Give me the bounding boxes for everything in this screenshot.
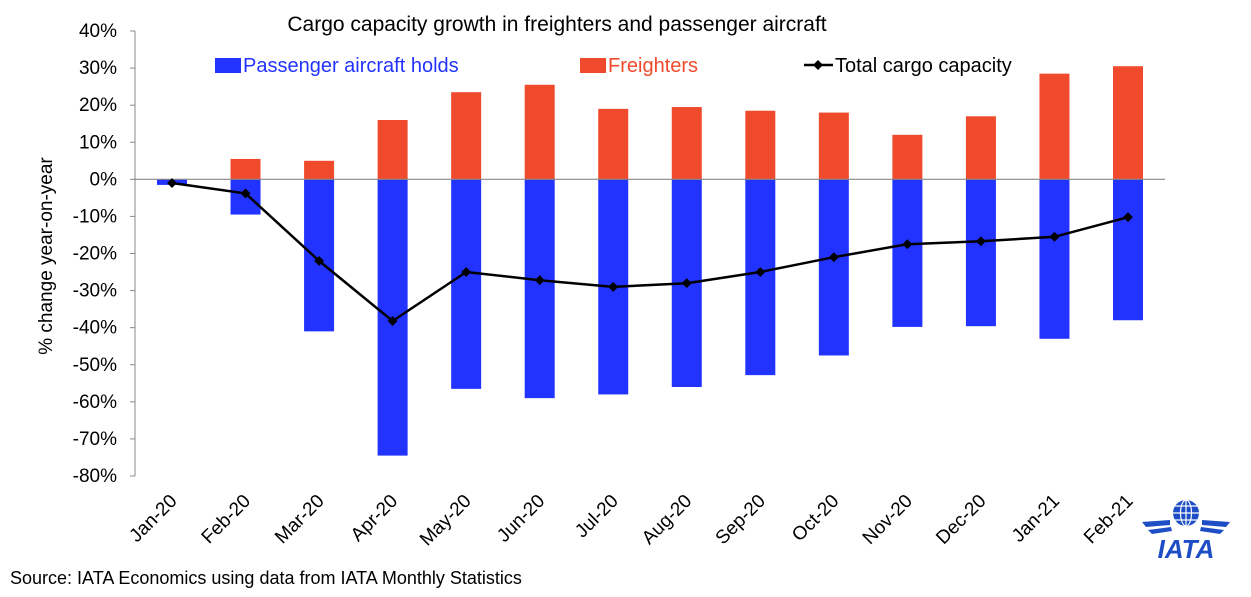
bar-passenger-holds bbox=[745, 179, 776, 376]
y-tick-label: 10% bbox=[79, 132, 117, 153]
bar-freighters bbox=[377, 120, 408, 180]
bar-freighters bbox=[230, 158, 261, 180]
bar-passenger-holds bbox=[818, 179, 849, 356]
bar-passenger-holds bbox=[1113, 179, 1143, 321]
total-cargo-line bbox=[167, 178, 1133, 326]
bar-freighters bbox=[598, 108, 629, 180]
x-tick-label: Nov-20 bbox=[859, 491, 917, 549]
bar-passenger-holds bbox=[1039, 179, 1070, 339]
legend-label-freighters: Freighters bbox=[608, 55, 698, 77]
y-tick-label: -20% bbox=[73, 244, 117, 265]
bar-passenger-holds bbox=[451, 179, 482, 389]
bar-freighters bbox=[818, 112, 849, 180]
x-tick-label: Oct-20 bbox=[788, 491, 843, 546]
total-cargo-point bbox=[387, 316, 398, 326]
x-tick-label: Mar-20 bbox=[271, 491, 328, 548]
x-tick-label: Jan-20 bbox=[126, 491, 182, 547]
x-tick-label: Jul-20 bbox=[571, 491, 622, 542]
bar-freighters bbox=[1039, 73, 1070, 180]
legend-marker-total bbox=[813, 60, 823, 70]
iata-logo-text: IATA bbox=[1158, 534, 1215, 562]
x-tick-label: Feb-20 bbox=[198, 491, 255, 548]
y-tick-label: -60% bbox=[73, 392, 117, 413]
iata-globe-wings-icon: IATA bbox=[1142, 499, 1230, 562]
y-tick-label: -50% bbox=[73, 355, 117, 376]
x-tick-label: Jan-21 bbox=[1008, 491, 1064, 547]
y-tick-label: 40% bbox=[79, 21, 117, 42]
bar-freighters bbox=[671, 107, 702, 180]
total-cargo-point bbox=[975, 236, 986, 247]
legend-label-passenger: Passenger aircraft holds bbox=[243, 55, 459, 77]
y-tick-label: 20% bbox=[79, 95, 117, 116]
y-tick-label: -70% bbox=[73, 429, 117, 450]
chart-title: Cargo capacity growth in freighters and … bbox=[287, 13, 826, 36]
legend-label-total: Total cargo capacity bbox=[835, 55, 1012, 77]
y-tick-label: -10% bbox=[73, 206, 117, 227]
bar-freighters bbox=[524, 84, 555, 180]
bar-freighters bbox=[745, 110, 776, 180]
x-tick-label: Sep-20 bbox=[712, 491, 770, 549]
source-note: Source: IATA Economics using data from I… bbox=[10, 568, 522, 588]
legend-swatch-freighters bbox=[580, 58, 606, 73]
x-tick-label: Apr-20 bbox=[347, 491, 402, 546]
y-tick-label: 0% bbox=[90, 169, 118, 190]
bar-passenger-holds bbox=[965, 179, 996, 327]
total-cargo-polyline bbox=[171, 181, 1129, 323]
bar-freighters bbox=[892, 134, 923, 180]
total-cargo-point bbox=[167, 178, 177, 188]
bar-freighters bbox=[1113, 66, 1143, 180]
total-cargo-point bbox=[608, 281, 619, 292]
y-tick-label: -40% bbox=[73, 318, 117, 339]
bar-passenger-holds bbox=[892, 179, 923, 327]
x-tick-label: Dec-20 bbox=[932, 491, 990, 549]
total-cargo-point bbox=[534, 275, 545, 286]
bar-passenger-holds bbox=[304, 179, 335, 332]
legend: Passenger aircraft holds Freighters Tota… bbox=[215, 55, 1012, 77]
y-tick-label: 30% bbox=[79, 58, 117, 79]
y-tick-label: -80% bbox=[73, 466, 117, 487]
total-cargo-point bbox=[1049, 231, 1060, 242]
y-axis: 40% 30% 20% 10% 0% -10% -20% -30% -40% -50% -60% -7… bbox=[73, 21, 136, 487]
bar-freighters bbox=[304, 160, 335, 180]
total-cargo-point bbox=[240, 188, 251, 199]
y-axis-label: % change year-on-year bbox=[36, 157, 57, 355]
total-cargo-point bbox=[1123, 212, 1133, 223]
y-tick-label: -30% bbox=[73, 281, 117, 302]
bars bbox=[157, 66, 1143, 456]
legend-swatch-passenger bbox=[215, 58, 241, 73]
x-tick-label: May-20 bbox=[416, 491, 476, 551]
bar-freighters bbox=[451, 92, 482, 180]
x-axis: Jan-20 Feb-20 Mar-20 Apr-20 May-20 Jun-20 Jul-… bbox=[126, 178, 1165, 551]
x-tick-label: Jun-20 bbox=[493, 491, 549, 547]
x-tick-label: Aug-20 bbox=[638, 491, 696, 549]
total-cargo-point bbox=[681, 278, 692, 289]
x-tick-label: Feb-21 bbox=[1080, 491, 1137, 548]
total-cargo-point bbox=[902, 239, 913, 250]
total-cargo-point bbox=[755, 267, 766, 277]
total-cargo-point bbox=[461, 267, 472, 277]
bar-freighters bbox=[965, 116, 996, 180]
total-cargo-point bbox=[314, 255, 325, 266]
bar-passenger-holds bbox=[524, 179, 555, 399]
